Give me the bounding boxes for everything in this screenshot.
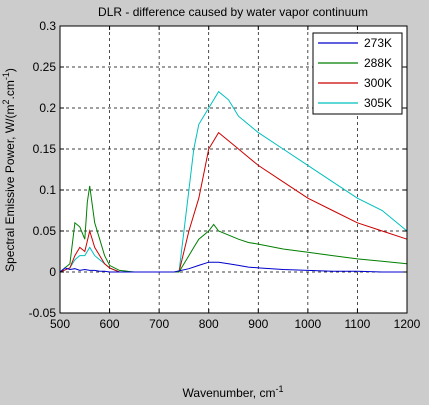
y-tick-label: 0.25 xyxy=(33,60,57,74)
legend-label-273K: 273K xyxy=(364,36,392,50)
y-tick-label: 0.1 xyxy=(39,183,56,197)
legend-box xyxy=(312,32,403,115)
x-tick-label: 1000 xyxy=(295,317,322,331)
y-tick-label: 0 xyxy=(49,265,56,279)
y-tick-label: -0.05 xyxy=(29,306,57,320)
legend-items: 273K 288K 300K 305K xyxy=(318,36,392,110)
x-axis-label: Wavenumber, cm-1 xyxy=(183,384,284,400)
series-line-300K xyxy=(59,131,408,273)
y-axis-label-part1: Spectral Emissive Power, W/(m xyxy=(3,105,17,272)
x-axis-label-text: Wavenumber, cm xyxy=(183,386,276,400)
x-tick-label: 700 xyxy=(149,317,169,331)
plot-frame xyxy=(59,25,408,314)
y-tick-label: 0.15 xyxy=(33,142,57,156)
y-tick-label: 0.3 xyxy=(39,19,56,33)
legend-label-300K: 300K xyxy=(364,76,392,90)
y-axis-label-sup-2: 2 xyxy=(1,99,11,104)
y-axis-label: Spectral Emissive Power, W/(m2.cm-1) xyxy=(1,68,17,272)
legend-label-305K: 305K xyxy=(364,96,392,110)
y-tick-label: 0.2 xyxy=(39,101,56,115)
y-axis-label-part3: ) xyxy=(3,68,17,72)
y-axis-label-sup-minus1: -1 xyxy=(1,72,11,80)
x-tick-label: 1200 xyxy=(394,317,421,331)
axis-ticks: 500 600 700 800 900 1000 1100 1200 -0.05 0 0.05 0.1… xyxy=(29,19,421,331)
x-tick-label: 1100 xyxy=(345,317,371,331)
x-tick-label: 500 xyxy=(50,317,70,331)
x-tick-label: 800 xyxy=(199,317,219,331)
x-axis-label-sup: -1 xyxy=(275,384,283,394)
x-tick-label: 900 xyxy=(248,317,268,331)
y-tick-label: 0.05 xyxy=(33,224,57,238)
series-line-273K xyxy=(59,261,407,273)
legend: 273K 288K 300K 305K xyxy=(312,32,403,115)
y-axis-label-part2: .cm xyxy=(3,80,17,99)
x-tick-label: 600 xyxy=(100,317,120,331)
series-line-288K xyxy=(59,185,408,273)
legend-label-288K: 288K xyxy=(364,56,392,70)
chart-title: DLR - difference caused by water vapor c… xyxy=(98,5,368,19)
series-layer xyxy=(59,90,408,273)
series-line-305K xyxy=(59,90,408,273)
